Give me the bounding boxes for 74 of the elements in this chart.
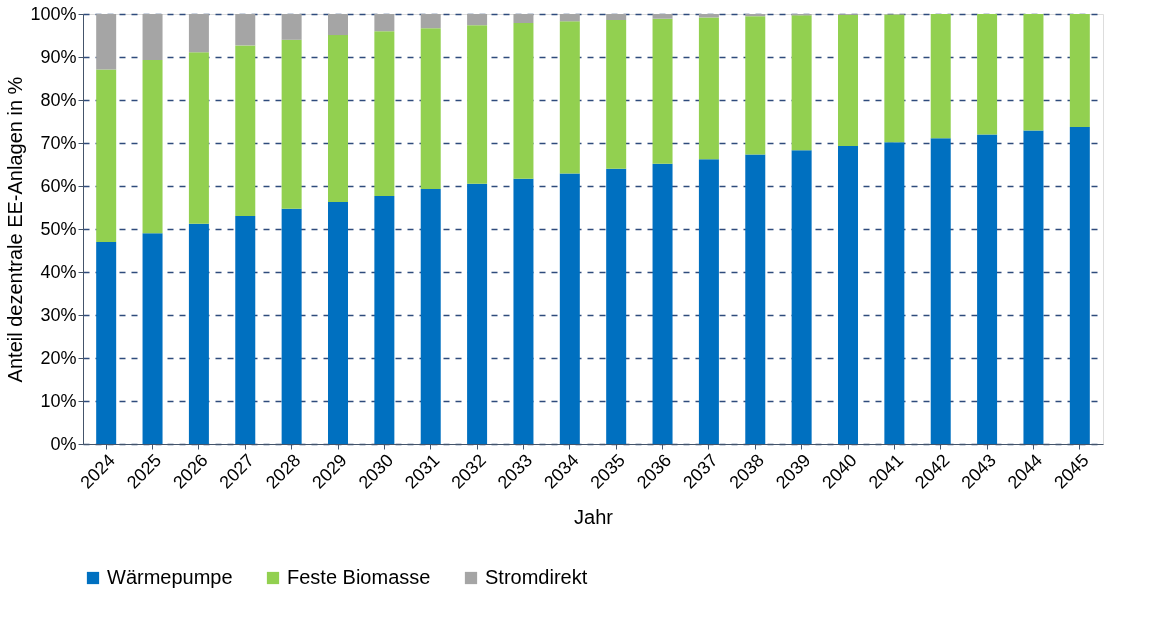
bar [467, 25, 488, 184]
bar [1023, 130, 1044, 444]
bar [606, 14, 627, 21]
legend-label: Wärmepumpe [107, 566, 233, 588]
bar [142, 14, 163, 61]
bar [142, 60, 163, 234]
bar [559, 21, 580, 174]
bar [374, 31, 395, 196]
bar [96, 69, 117, 242]
y-tick-label: 20% [40, 347, 77, 368]
bar [235, 14, 256, 46]
bar [513, 23, 534, 179]
bar [281, 208, 302, 444]
bar [420, 14, 441, 29]
bar [652, 18, 673, 164]
bar [698, 159, 719, 444]
bar [745, 154, 766, 444]
bar [977, 14, 998, 135]
bar [235, 216, 256, 444]
y-tick-label: 60% [40, 175, 77, 196]
bar [745, 14, 766, 17]
y-tick-label: 10% [40, 390, 77, 411]
bar [559, 173, 580, 444]
bar [235, 45, 256, 217]
bar [559, 14, 580, 22]
bar [188, 52, 209, 224]
bar [281, 14, 302, 40]
bar [930, 14, 951, 139]
bar [420, 189, 441, 444]
y-tick-label: 100% [30, 3, 77, 24]
bar [328, 14, 348, 36]
bar [96, 14, 117, 70]
bar [977, 134, 998, 444]
legend-label: Stromdirekt [485, 566, 588, 588]
bar [884, 142, 905, 444]
bar [513, 14, 534, 24]
bar [838, 146, 858, 444]
y-tick-label: 80% [40, 89, 77, 110]
bar [328, 201, 348, 444]
bar [1023, 14, 1044, 131]
bar [791, 150, 812, 444]
legend-label: Feste Biomasse [287, 566, 431, 588]
bar [188, 223, 209, 444]
y-tick-label: 90% [40, 46, 77, 67]
bar [513, 178, 534, 444]
bar [884, 14, 905, 143]
bar [374, 14, 395, 32]
y-tick-label: 30% [40, 304, 77, 325]
bar [1069, 14, 1090, 128]
y-tick-label: 70% [40, 132, 77, 153]
bar [606, 168, 627, 444]
bar [930, 138, 951, 444]
bar [96, 241, 117, 444]
y-tick-label: 0% [50, 433, 77, 454]
y-tick-label: 50% [40, 218, 77, 239]
bar [652, 14, 673, 19]
bar [328, 35, 348, 202]
y-tick-label: 40% [40, 261, 77, 282]
bar [142, 233, 163, 444]
bar [420, 28, 441, 190]
x-axis-title: Jahr [574, 505, 614, 528]
bar [745, 16, 766, 155]
bar [281, 39, 302, 209]
bar [606, 20, 627, 169]
bar [1069, 127, 1090, 444]
bar [791, 15, 812, 151]
bar [374, 195, 395, 444]
bar [698, 17, 719, 160]
bar [838, 14, 858, 147]
bar [467, 14, 488, 26]
bar [652, 163, 673, 444]
y-axis-title: Anteil dezentrale EE-Anlagen in % [4, 76, 27, 383]
bar [188, 14, 209, 53]
bar [467, 183, 488, 444]
